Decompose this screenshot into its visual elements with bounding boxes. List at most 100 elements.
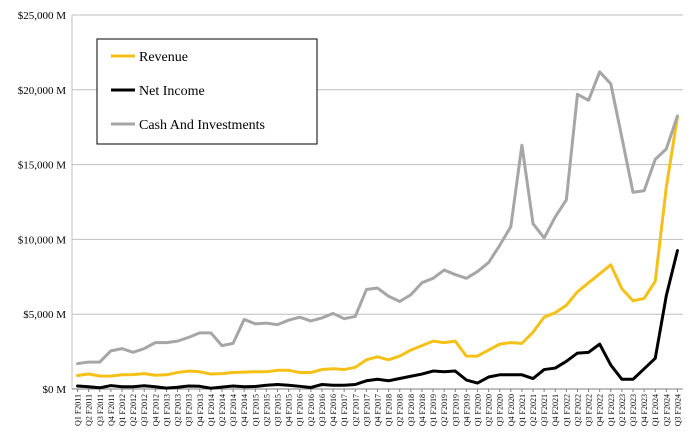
data-point [76, 362, 79, 365]
data-point [298, 371, 301, 374]
data-point [465, 379, 468, 382]
data-point [87, 373, 90, 376]
data-point [209, 373, 212, 376]
data-point [265, 370, 268, 373]
data-point [487, 261, 490, 264]
data-point [232, 385, 235, 388]
x-tick-label: Q1 F2020 [473, 394, 482, 426]
data-point [376, 355, 379, 358]
y-tick-label: $0 M [42, 384, 66, 396]
x-tick-label: Q4 F2012 [151, 394, 160, 426]
data-point [143, 372, 146, 375]
data-point [132, 373, 135, 376]
data-point [643, 367, 646, 370]
data-point [632, 191, 635, 194]
data-point [420, 344, 423, 347]
data-point [343, 384, 346, 387]
data-point [565, 360, 568, 363]
data-point [332, 367, 335, 370]
data-point [143, 347, 146, 350]
data-point [598, 70, 601, 73]
legend-label-cash-and-investments: Cash And Investments [139, 118, 265, 133]
data-point [254, 385, 257, 388]
series-points-net-income [76, 249, 679, 390]
data-point [443, 341, 446, 344]
x-tick-label: Q4 F2020 [507, 394, 516, 426]
data-point [309, 386, 312, 389]
data-point [98, 361, 101, 364]
x-tick-label: Q3 F2011 [96, 394, 105, 426]
data-point [532, 222, 535, 225]
x-tick-label: Q1 F2018 [385, 394, 394, 426]
data-point [587, 281, 590, 284]
data-point [643, 297, 646, 300]
data-point [243, 371, 246, 374]
data-point [587, 99, 590, 102]
data-point [632, 378, 635, 381]
x-tick-label: Q3 F2023 [629, 394, 638, 426]
data-point [654, 158, 657, 161]
series-line-cash-and-investments [76, 70, 679, 366]
data-point [609, 263, 612, 266]
data-point [654, 357, 657, 360]
data-point [76, 385, 79, 388]
data-point [620, 287, 623, 290]
y-tick-label: $25,000 M [18, 10, 67, 22]
data-point [98, 374, 101, 377]
data-point [354, 315, 357, 318]
x-tick-label: Q3 F2017 [362, 394, 371, 426]
data-point [343, 317, 346, 320]
data-point [598, 343, 601, 346]
data-point [676, 249, 679, 252]
data-point [143, 384, 146, 387]
data-point [520, 144, 523, 147]
data-point [465, 355, 468, 358]
y-tick-label: $15,000 M [18, 160, 67, 172]
data-point [398, 377, 401, 380]
x-tick-label: Q3 F2015 [274, 394, 283, 426]
x-tick-label: Q4 F2021 [551, 394, 560, 426]
data-point [198, 385, 201, 388]
x-tick-label: Q1 F2019 [429, 394, 438, 426]
data-point [665, 147, 668, 150]
x-tick-label: Q2 F2020 [485, 394, 494, 426]
data-point [498, 244, 501, 247]
data-point [520, 342, 523, 345]
data-point [387, 358, 390, 361]
x-tick-label: Q1 F2015 [251, 394, 260, 426]
x-tick-label: Q1 F2021 [518, 394, 527, 426]
data-point [565, 304, 568, 307]
x-tick-label: Q1 F2024 [651, 394, 660, 426]
data-point [265, 384, 268, 387]
data-point [298, 385, 301, 388]
data-point [154, 385, 157, 388]
x-tick-label: Q2 F2019 [440, 394, 449, 426]
data-point [198, 331, 201, 334]
data-point [109, 384, 112, 387]
series-line-revenue [76, 115, 679, 378]
data-point [220, 344, 223, 347]
data-point [398, 355, 401, 358]
data-point [354, 366, 357, 369]
data-point [76, 374, 79, 377]
data-point [120, 385, 123, 388]
data-point [209, 387, 212, 390]
data-point [643, 189, 646, 192]
x-tick-label: Q1 F2016 [296, 394, 305, 426]
data-point [554, 215, 557, 218]
data-point [476, 355, 479, 358]
data-point [432, 370, 435, 373]
data-point [254, 322, 257, 325]
x-tick-label: Q1 F2014 [207, 394, 216, 426]
data-point [287, 369, 290, 372]
x-tick-label: Q2 F2011 [85, 394, 94, 426]
data-point [454, 340, 457, 343]
data-point [154, 341, 157, 344]
x-tick-label: Q3 F2019 [451, 394, 460, 426]
data-point [398, 300, 401, 303]
x-tick-label: Q3 F2020 [496, 394, 505, 426]
data-point [543, 316, 546, 319]
x-tick-label: Q3 F2014 [229, 394, 238, 426]
y-axis: $0 M $5,000 M $10,000 M $15,000 M $20,000 M $… [18, 10, 73, 396]
data-point [432, 277, 435, 280]
